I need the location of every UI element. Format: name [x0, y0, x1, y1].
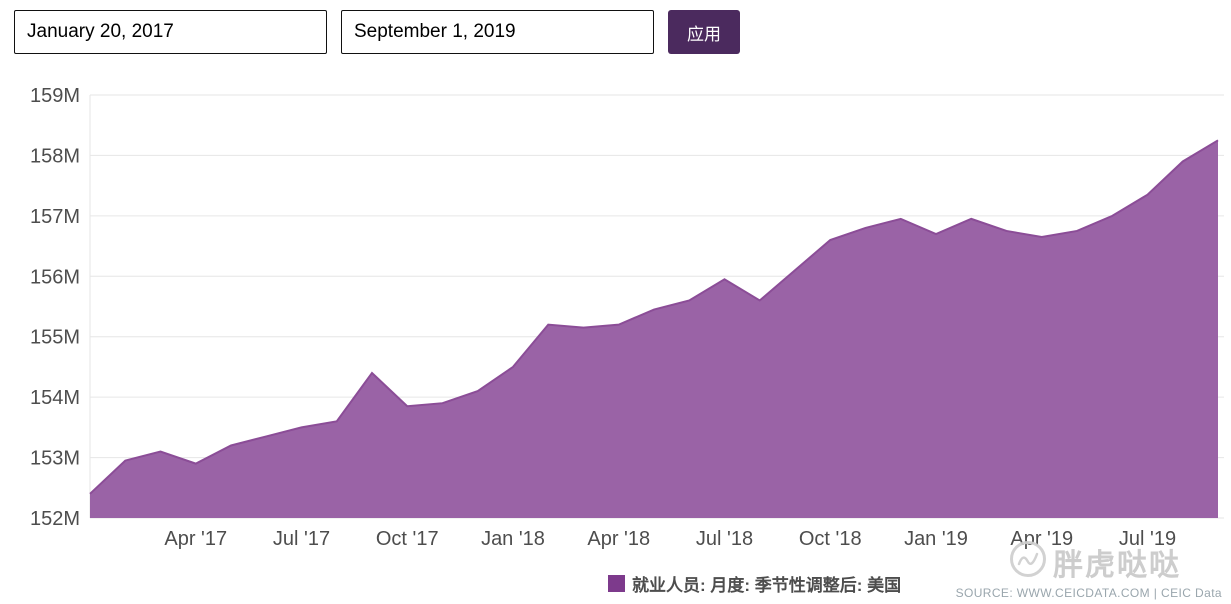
svg-text:Jul '18: Jul '18	[696, 528, 753, 550]
apply-button[interactable]: 应用	[668, 10, 740, 54]
svg-text:Jan '18: Jan '18	[481, 528, 545, 550]
svg-text:155M: 155M	[30, 327, 80, 349]
svg-text:152M: 152M	[30, 508, 80, 530]
svg-text:156M: 156M	[30, 266, 80, 288]
svg-text:159M: 159M	[30, 85, 80, 107]
svg-text:154M: 154M	[30, 387, 80, 409]
watermark-logo-icon	[1008, 539, 1048, 584]
svg-text:158M: 158M	[30, 145, 80, 167]
employment-area-chart: 152M 153M 154M 155M 156M 157M 158M 159M Apr '17 J…	[30, 85, 1224, 550]
svg-text:Oct '17: Oct '17	[376, 528, 439, 550]
start-date-input[interactable]	[14, 10, 327, 54]
svg-text:Apr '17: Apr '17	[164, 528, 227, 550]
legend-marker	[608, 575, 625, 592]
end-date-input[interactable]	[341, 10, 654, 54]
source-attribution: SOURCE: WWW.CEICDATA.COM | CEIC Data	[955, 586, 1222, 600]
date-range-controls: 应用	[14, 10, 740, 54]
svg-text:157M: 157M	[30, 206, 80, 228]
svg-text:Jul '17: Jul '17	[273, 528, 330, 550]
svg-text:Apr '18: Apr '18	[587, 528, 650, 550]
watermark: 胖虎哒哒	[1008, 539, 1181, 584]
svg-text:Jul '19: Jul '19	[1119, 528, 1176, 550]
svg-text:Oct '18: Oct '18	[799, 528, 862, 550]
watermark-text: 胖虎哒哒	[1053, 548, 1181, 582]
svg-text:Apr '19: Apr '19	[1010, 528, 1073, 550]
legend-series-label: 就业人员: 月度: 季节性调整后: 美国	[632, 576, 902, 595]
svg-text:Jan '19: Jan '19	[904, 528, 968, 550]
svg-text:153M: 153M	[30, 448, 80, 470]
chart-legend: 就业人员: 月度: 季节性调整后: 美国	[608, 571, 901, 596]
